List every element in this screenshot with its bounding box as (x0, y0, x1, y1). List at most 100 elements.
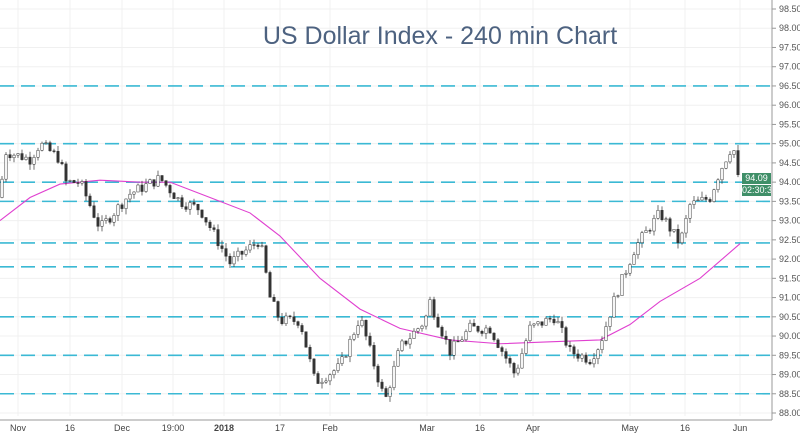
candle-body (28, 156, 32, 165)
candle-body (520, 353, 524, 369)
candle-body (684, 218, 688, 234)
candle-body (232, 256, 236, 265)
candle-body (688, 204, 692, 219)
last-price-label: 94.09 (742, 173, 771, 184)
candle-body (40, 142, 44, 151)
candle-body (340, 356, 344, 364)
candle-body (212, 227, 216, 230)
candle-body (252, 244, 256, 246)
candle-body (452, 340, 456, 356)
y-tick-label: 98.50 (779, 4, 800, 14)
candle-body (504, 351, 508, 359)
candle-body (488, 327, 492, 334)
candle-body (188, 202, 192, 210)
y-tick-label: 94.00 (779, 177, 800, 187)
x-tick-label: 16 (65, 423, 75, 433)
candle-body (560, 321, 564, 328)
candle-body (376, 365, 380, 383)
candle-body (612, 296, 616, 318)
candle-body (656, 210, 660, 219)
candle-body (636, 242, 640, 256)
candle-body (508, 358, 512, 364)
candle-body (224, 248, 228, 257)
candle-body (72, 180, 76, 183)
candle-body (492, 332, 496, 341)
candle-body (716, 179, 720, 190)
candle-body (368, 335, 372, 346)
candle-body (672, 229, 676, 232)
candle-body (500, 347, 504, 352)
candle-body (444, 335, 448, 340)
candle-body (664, 218, 668, 220)
candle-body (712, 189, 716, 202)
candle-body (476, 326, 480, 332)
candle-body (196, 204, 200, 211)
candle-body (132, 191, 136, 195)
candle-body (36, 150, 40, 158)
y-tick-label: 96.50 (779, 81, 800, 91)
candle-body (420, 325, 424, 329)
candle-body (448, 339, 452, 356)
candle-body (572, 346, 576, 355)
y-tick-label: 92.00 (779, 254, 800, 264)
candle-body (620, 274, 624, 296)
candle-body (432, 299, 436, 318)
candle-body (96, 217, 100, 227)
candle-body (348, 338, 352, 357)
candle-body (324, 380, 328, 383)
candle-body (276, 301, 280, 318)
candle-body (8, 154, 12, 159)
candle-body (68, 180, 72, 182)
candle-body (156, 175, 160, 187)
x-tick-label: Jun (733, 423, 748, 433)
x-tick-label: 16 (475, 423, 485, 433)
candle-body (388, 387, 392, 397)
candle-body (608, 316, 612, 327)
candle-body (356, 325, 360, 335)
x-tick-label: 19:00 (162, 423, 185, 433)
candle-body (352, 334, 356, 340)
candle-body (60, 162, 64, 165)
candle-body (12, 154, 16, 159)
candle-body (344, 356, 348, 358)
y-tick-label: 91.50 (779, 273, 800, 283)
candle-body (120, 204, 124, 209)
candle-body (56, 151, 60, 163)
candle-body (616, 295, 620, 297)
candle-body (736, 150, 740, 176)
candle-body (584, 354, 588, 363)
candle-body (316, 373, 320, 384)
candle-body (160, 175, 164, 181)
candle-body (220, 245, 224, 249)
candle-body (480, 331, 484, 334)
candle-body (632, 254, 636, 265)
candle-body (20, 153, 24, 160)
candle-body (408, 338, 412, 345)
candle-body (600, 340, 604, 350)
x-tick-label: May (621, 423, 639, 433)
candle-body (628, 264, 632, 274)
candle-body (112, 215, 116, 223)
candle-body (88, 195, 92, 207)
candle-body (136, 184, 140, 193)
candle-body (300, 325, 304, 332)
candle-body (516, 367, 520, 374)
candle-body (204, 217, 208, 223)
y-tick-label: 91.00 (779, 293, 800, 303)
y-tick-label: 94.50 (779, 158, 800, 168)
candle-body (596, 349, 600, 359)
y-tick-label: 95.00 (779, 139, 800, 149)
x-tick-label: Nov (10, 423, 27, 433)
candle-body (604, 326, 608, 341)
y-tick-label: 95.50 (779, 119, 800, 129)
candle-body (332, 370, 336, 376)
candle-body (32, 157, 36, 165)
y-tick-label: 93.00 (779, 216, 800, 226)
candle-body (272, 297, 276, 302)
candle-body (144, 183, 148, 192)
y-tick-label: 90.50 (779, 312, 800, 322)
y-tick-label: 92.50 (779, 235, 800, 245)
y-tick-label: 88.00 (779, 408, 800, 418)
